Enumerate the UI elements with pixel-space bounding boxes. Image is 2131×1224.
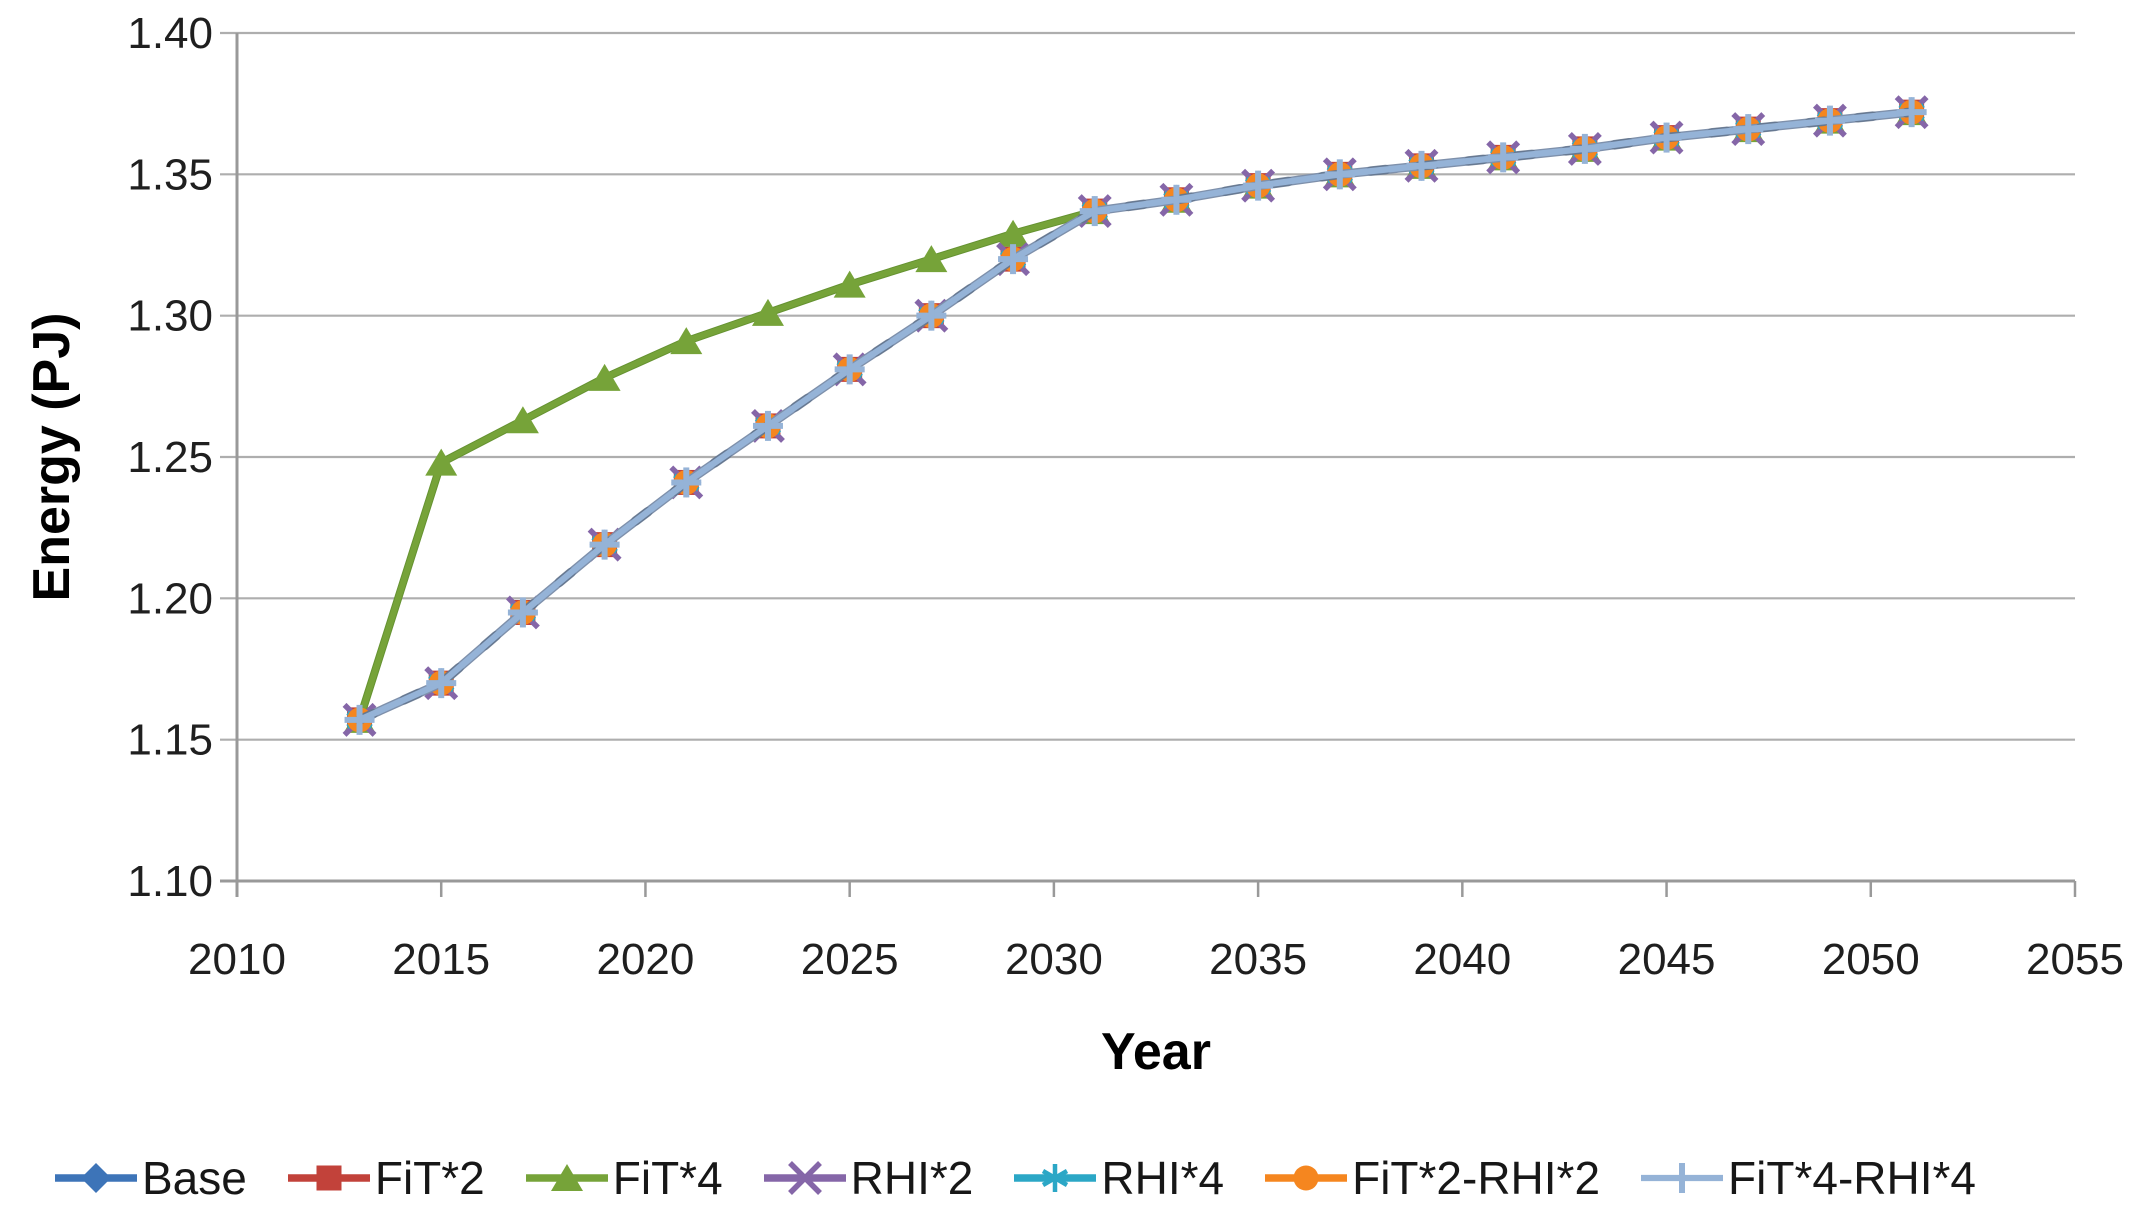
y-tick-label: 1.30	[127, 292, 213, 341]
marker-triangle	[588, 363, 621, 391]
legend-marker-x	[763, 1161, 846, 1195]
series-RHI*2	[342, 95, 1929, 737]
legend-label: Base	[142, 1152, 247, 1204]
series-line	[356, 108, 1915, 724]
marker-triangle	[915, 245, 948, 273]
series-FiT*4	[343, 98, 1928, 733]
legend-label: FiT*2-RHI*2	[1352, 1152, 1601, 1204]
x-tick-label: 2010	[188, 935, 286, 984]
marker-x	[787, 1161, 822, 1195]
marker-triangle	[506, 406, 539, 434]
plot-area: 1.10 1.15 1.20 1.25 1.30 1.35 1.40 2010 2015 2020…	[127, 9, 2124, 984]
series-Base	[344, 97, 1927, 735]
x-tick-label: 2055	[2026, 935, 2124, 984]
legend-item-Base: Base	[52, 1151, 247, 1205]
legend-marker-plus	[1641, 1163, 1724, 1193]
legend-label: FiT*2	[374, 1152, 485, 1204]
legend-item-FiT*4-RHI*4: FiT*4-RHI*4	[1638, 1151, 1976, 1205]
x-tick-label: 2045	[1618, 935, 1716, 984]
marker-diamond	[81, 1163, 111, 1193]
x-tick-label: 2050	[1822, 935, 1920, 984]
series-FiT*2	[347, 99, 1925, 733]
legend-marker-square	[287, 1165, 370, 1191]
x-tick-label: 2025	[801, 935, 899, 984]
x-tick-label: 2020	[596, 935, 694, 984]
x-tick-label: 2030	[1005, 935, 1103, 984]
marker-circle	[1293, 1165, 1319, 1191]
legend-label: RHI*4	[1101, 1152, 1225, 1204]
marker-triangle	[670, 327, 703, 355]
legend-marker-circle	[1265, 1165, 1348, 1191]
marker-triangle	[833, 270, 866, 298]
marker-square	[316, 1165, 342, 1191]
legend-label: FiT*4	[612, 1152, 723, 1204]
marker-triangle	[751, 298, 784, 326]
x-tick-label: 2015	[392, 935, 490, 984]
legend-marker-triangle	[525, 1164, 608, 1191]
y-tick-label: 1.10	[127, 857, 213, 906]
y-tick-label: 1.15	[127, 716, 213, 765]
series-RHI*4	[346, 98, 1925, 734]
marker-asterisk	[1042, 1169, 1069, 1187]
x-tick-label: 2040	[1413, 935, 1511, 984]
series-FiT*4-RHI*4	[344, 97, 1927, 735]
legend-item-FiT*4: FiT*4	[523, 1151, 723, 1205]
legend-item-RHI*4: RHI*4	[1011, 1151, 1224, 1205]
y-tick-label: 1.35	[127, 150, 213, 199]
legend-label: RHI*2	[850, 1152, 974, 1204]
legend-marker-asterisk	[1014, 1164, 1097, 1192]
x-tick-label: 2035	[1209, 935, 1307, 984]
marker-triangle	[550, 1164, 583, 1191]
x-axis-title: Year	[1101, 1023, 1211, 1081]
y-tick-label: 1.40	[127, 9, 213, 58]
marker-triangle	[425, 448, 458, 476]
y-tick-label: 1.20	[127, 574, 213, 623]
legend-item-FiT*2-RHI*2: FiT*2-RHI*2	[1262, 1151, 1600, 1205]
legend-item-RHI*2: RHI*2	[761, 1151, 974, 1205]
marker-triangle	[997, 219, 1030, 247]
series-FiT*2-RHI*2	[347, 99, 1925, 733]
legend-label: FiT*4-RHI*4	[1728, 1152, 1976, 1204]
y-tick-label: 1.25	[127, 433, 213, 482]
legend-item-FiT*2: FiT*2	[285, 1151, 485, 1205]
legend-marker-diamond	[55, 1163, 137, 1193]
legend: Base FiT*2 FiT*4 RHI*2 RHI*4 FiT*2-RHI*2 FiT*4…	[52, 1146, 2121, 1210]
